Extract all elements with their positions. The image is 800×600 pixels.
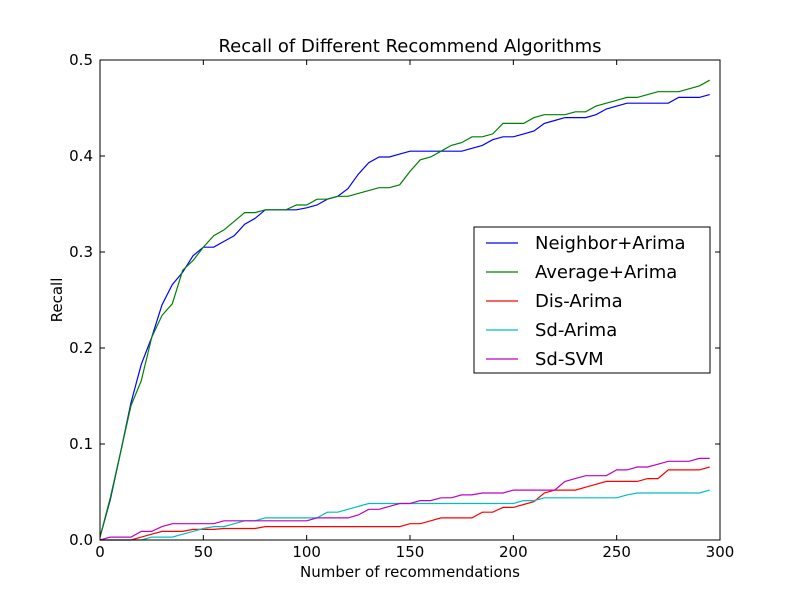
- x-tick-label: 0: [95, 543, 105, 561]
- x-tick-label: 50: [194, 543, 213, 561]
- y-tick-label: 0.4: [69, 147, 93, 165]
- legend-label: Average+Arima: [535, 262, 677, 283]
- legend-label: Sd-SVM: [535, 349, 604, 370]
- y-axis-label: Recall: [48, 278, 66, 323]
- plot-lines: [99, 79, 710, 541]
- x-axis-label: Number of recommendations: [300, 563, 520, 581]
- legend-box: [473, 226, 711, 374]
- y-tick-label: 0.2: [69, 339, 93, 357]
- y-tick-label: 0.3: [69, 243, 93, 261]
- legend-label: Dis-Arima: [535, 291, 623, 312]
- legend-label: Neighbor+Arima: [535, 233, 686, 254]
- x-tick-label: 150: [396, 543, 425, 561]
- x-tick-label: 200: [499, 543, 528, 561]
- x-tick-label: 250: [602, 543, 631, 561]
- legend: Neighbor+Arima Average+Arima Dis-Arima Sd-A…: [473, 226, 711, 374]
- y-tick-label: 0.1: [69, 435, 93, 453]
- y-tick-label: 0.0: [69, 531, 93, 549]
- y-tick-label: 0.5: [69, 51, 93, 69]
- x-tick-label: 300: [706, 543, 735, 561]
- legend-label: Sd-Arima: [535, 320, 617, 341]
- x-axis-ticks: 0 50 100 150 200 250 300: [95, 60, 734, 561]
- chart-title: Recall of Different Recommend Algorithms: [218, 36, 601, 57]
- series-line-average-arima: [99, 79, 710, 538]
- series-line-sd-svm: [99, 457, 710, 541]
- x-tick-label: 100: [292, 543, 321, 561]
- y-axis-ticks: 0.0 0.1 0.2 0.3 0.4 0.5: [69, 51, 720, 549]
